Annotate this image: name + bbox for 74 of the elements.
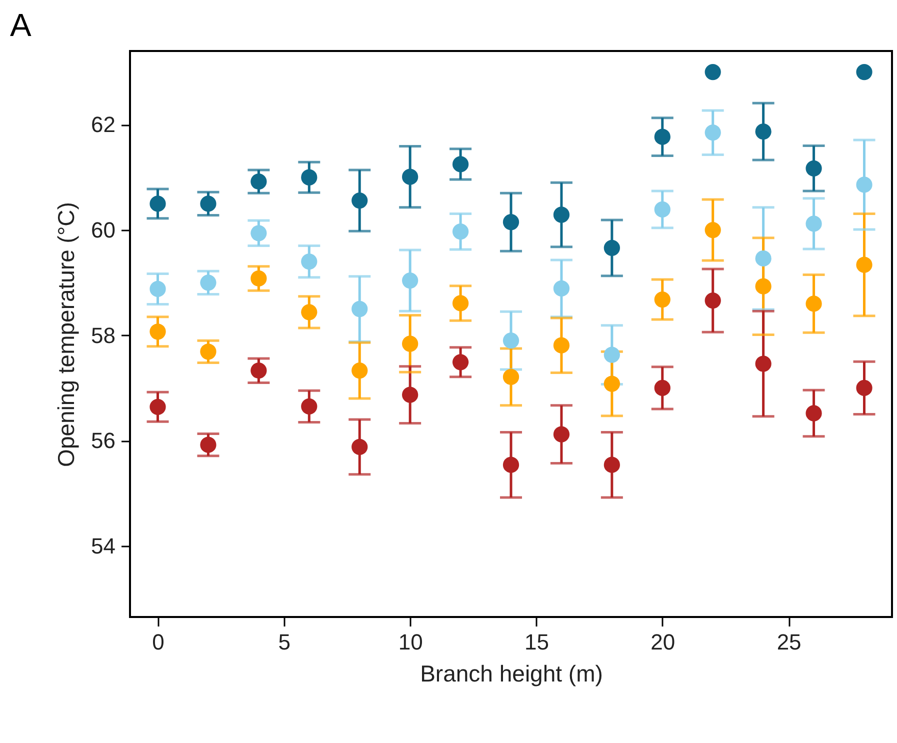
point	[301, 254, 318, 270]
point	[452, 224, 469, 240]
text: A	[10, 7, 32, 43]
point	[755, 124, 772, 140]
x-tick-label: 25	[776, 630, 802, 654]
x-tick-label: 20	[650, 630, 676, 654]
point	[502, 456, 520, 473]
point	[502, 214, 520, 230]
point	[301, 169, 318, 186]
x-axis-title: Branch height (m)	[420, 660, 603, 686]
point	[150, 324, 166, 340]
point	[654, 291, 670, 308]
x-tick-label: 10	[398, 630, 423, 654]
point	[352, 192, 368, 209]
point	[200, 196, 216, 212]
point	[856, 256, 872, 273]
point	[553, 280, 570, 297]
point	[352, 300, 368, 318]
point	[301, 304, 318, 320]
point	[402, 336, 418, 352]
y-axis-title: Opening temperature (°C)	[53, 202, 80, 467]
x-tick-label: 15	[524, 630, 549, 654]
y-tick-label: 56	[91, 428, 116, 454]
point	[301, 398, 318, 414]
y-tick-label: 54	[91, 533, 116, 558]
point	[250, 270, 267, 286]
point	[452, 156, 469, 172]
point	[502, 332, 520, 349]
point	[704, 124, 721, 141]
point	[604, 456, 620, 473]
point	[755, 356, 772, 372]
point	[856, 176, 872, 193]
point	[553, 337, 570, 354]
point	[200, 274, 216, 291]
y-tick-label: 62	[91, 112, 116, 138]
point	[604, 376, 620, 392]
point	[200, 436, 216, 453]
point	[553, 426, 570, 442]
point	[150, 398, 166, 415]
x-tick-label: 5	[278, 630, 291, 654]
point	[654, 128, 670, 145]
point	[452, 295, 469, 312]
point	[250, 362, 267, 379]
point	[553, 206, 570, 223]
point	[856, 380, 872, 396]
point	[150, 280, 166, 298]
point	[755, 250, 772, 266]
point	[604, 240, 620, 256]
point	[150, 196, 166, 212]
point	[402, 386, 418, 403]
y-tick-label: 60	[91, 218, 116, 243]
point	[402, 168, 418, 185]
point	[452, 354, 469, 370]
point	[704, 222, 721, 238]
point	[502, 368, 520, 385]
y-tick-label: 58	[91, 322, 116, 348]
point	[806, 216, 822, 232]
x-tick-label: 0	[152, 630, 164, 654]
point	[402, 272, 418, 289]
point	[856, 64, 872, 80]
point	[704, 64, 721, 80]
point	[200, 344, 216, 360]
point	[704, 292, 721, 309]
point	[352, 438, 368, 455]
point	[604, 346, 620, 363]
point	[806, 160, 822, 176]
point	[250, 225, 267, 242]
point	[806, 405, 822, 422]
point	[352, 362, 368, 379]
point	[654, 201, 670, 218]
point	[755, 278, 772, 294]
point	[806, 296, 822, 312]
point	[654, 380, 670, 396]
point	[250, 174, 267, 190]
